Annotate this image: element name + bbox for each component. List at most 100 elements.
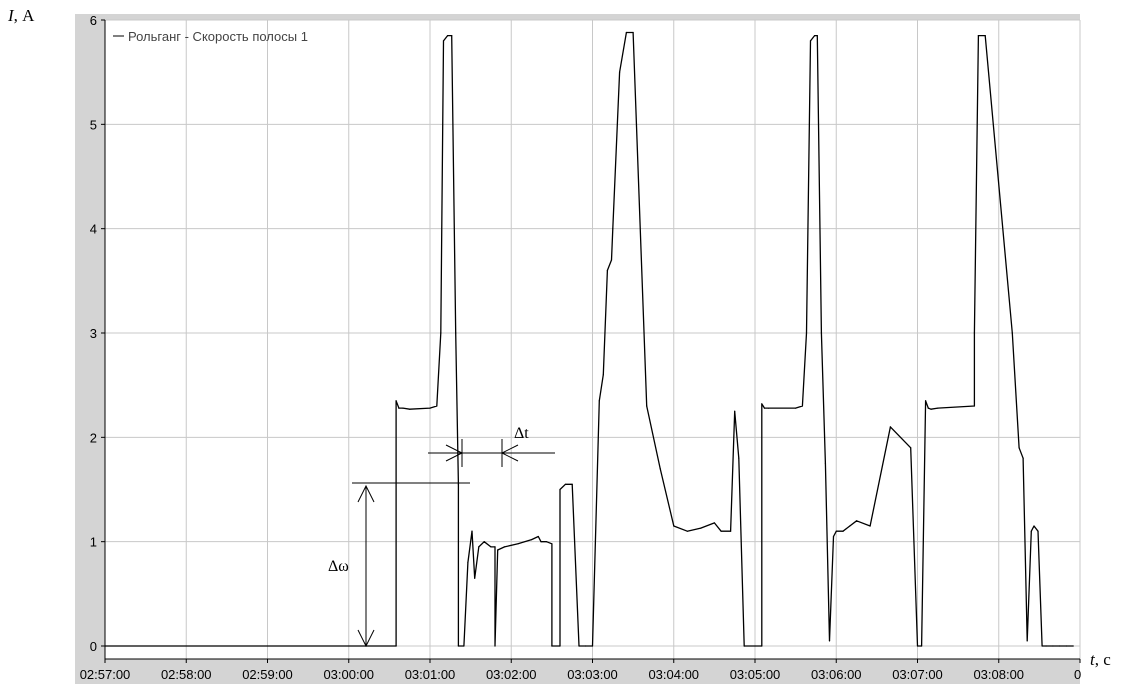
data-point (646, 405, 648, 407)
delta-omega-top-arrow (357, 484, 375, 503)
data-point (937, 407, 939, 409)
x-tick-label: 02:59:00 (242, 667, 293, 682)
data-point (730, 530, 732, 532)
data-point (686, 530, 688, 532)
data-point (619, 71, 621, 73)
x-tick-label: 03:02:00 (486, 667, 537, 682)
data-point (490, 546, 492, 548)
data-point (795, 407, 797, 409)
data-point (398, 407, 400, 409)
data-point (977, 35, 980, 37)
data-point (545, 541, 548, 543)
data-point (713, 522, 716, 524)
data-point (916, 645, 919, 647)
data-point (395, 400, 397, 402)
data-point (1037, 530, 1039, 532)
delta-t-right-arrow (500, 444, 519, 462)
delta-t-left-arrow (445, 444, 464, 462)
data-point (429, 407, 431, 409)
x-tick-label: 02:57:00 (80, 667, 131, 682)
data-point (1011, 332, 1013, 334)
data-point (1041, 645, 1043, 647)
data-point (455, 332, 457, 334)
data-point (1033, 525, 1035, 527)
y-tick-label: 2 (90, 430, 97, 445)
data-point (606, 269, 609, 271)
data-point (984, 35, 986, 37)
data-point (835, 530, 837, 532)
data-point (1030, 530, 1032, 532)
data-point (610, 259, 613, 261)
data-point (763, 407, 766, 409)
legend-entry: Рольганг - Скорость полосы 1 (128, 29, 308, 44)
data-point (409, 408, 411, 410)
data-point (517, 543, 519, 545)
data-point (585, 645, 587, 647)
x-tick-label: 02:58:00 (161, 667, 212, 682)
data-point (559, 645, 561, 647)
y-tick-label: 0 (90, 639, 97, 654)
series-layer (104, 31, 1074, 647)
x-tick-label: 03:03:00 (567, 667, 618, 682)
x-axis-label: t, с (1090, 650, 1111, 669)
data-point (447, 35, 449, 37)
x-tick-label: 03:08:00 (973, 667, 1024, 682)
x-tick-label: 03:05:00 (730, 667, 781, 682)
delta-t-label: Δt (514, 425, 529, 442)
y-tick-label: 5 (90, 117, 97, 132)
data-point (494, 645, 496, 647)
data-point (921, 645, 923, 647)
data-point (927, 407, 929, 409)
data-point (814, 35, 816, 37)
data-point (1052, 645, 1054, 647)
data-point (738, 457, 740, 459)
data-point (395, 645, 397, 647)
data-point (767, 407, 770, 409)
delta-omega-bottom-arrow (357, 629, 375, 648)
data-point (457, 483, 459, 485)
y-ticks: 0 1 2 3 4 5 6 (90, 13, 106, 659)
data-point (700, 527, 702, 529)
data-point (889, 426, 892, 428)
data-point (457, 645, 459, 647)
data-point (442, 40, 445, 42)
data-point (612, 228, 614, 230)
data-point (1018, 447, 1020, 449)
data-point (440, 332, 442, 334)
data-point (820, 332, 823, 334)
y-tick-label: 3 (90, 326, 97, 341)
y-tick-label: 6 (90, 13, 97, 28)
x-tick-label: 03:04:00 (648, 667, 699, 682)
data-point (559, 488, 561, 491)
data-point (801, 405, 804, 407)
y-tick-label: 4 (90, 222, 97, 237)
data-point (761, 403, 763, 405)
data-point (910, 447, 912, 449)
data-point (625, 31, 628, 34)
data-point (869, 525, 871, 527)
data-point (930, 408, 932, 410)
data-point (824, 462, 827, 464)
data-point (474, 577, 476, 579)
data-point (659, 468, 661, 470)
x-tick-label: 03:00:00 (323, 667, 374, 682)
data-point (842, 530, 844, 532)
data-point (551, 543, 553, 545)
data-point (673, 525, 675, 527)
data-point (734, 410, 736, 412)
data-point (531, 539, 533, 541)
data-point (743, 645, 745, 647)
data-point (503, 546, 506, 548)
data-point (104, 645, 106, 647)
data-point (571, 483, 573, 485)
data-point (1022, 457, 1024, 459)
data-point (832, 535, 835, 538)
data-point (761, 645, 763, 647)
x-tick-label: 03:06:00 (811, 667, 862, 682)
data-point (973, 332, 976, 334)
data-point (463, 645, 465, 647)
data-point (805, 332, 808, 334)
data-point (598, 400, 600, 402)
data-point (494, 546, 496, 548)
